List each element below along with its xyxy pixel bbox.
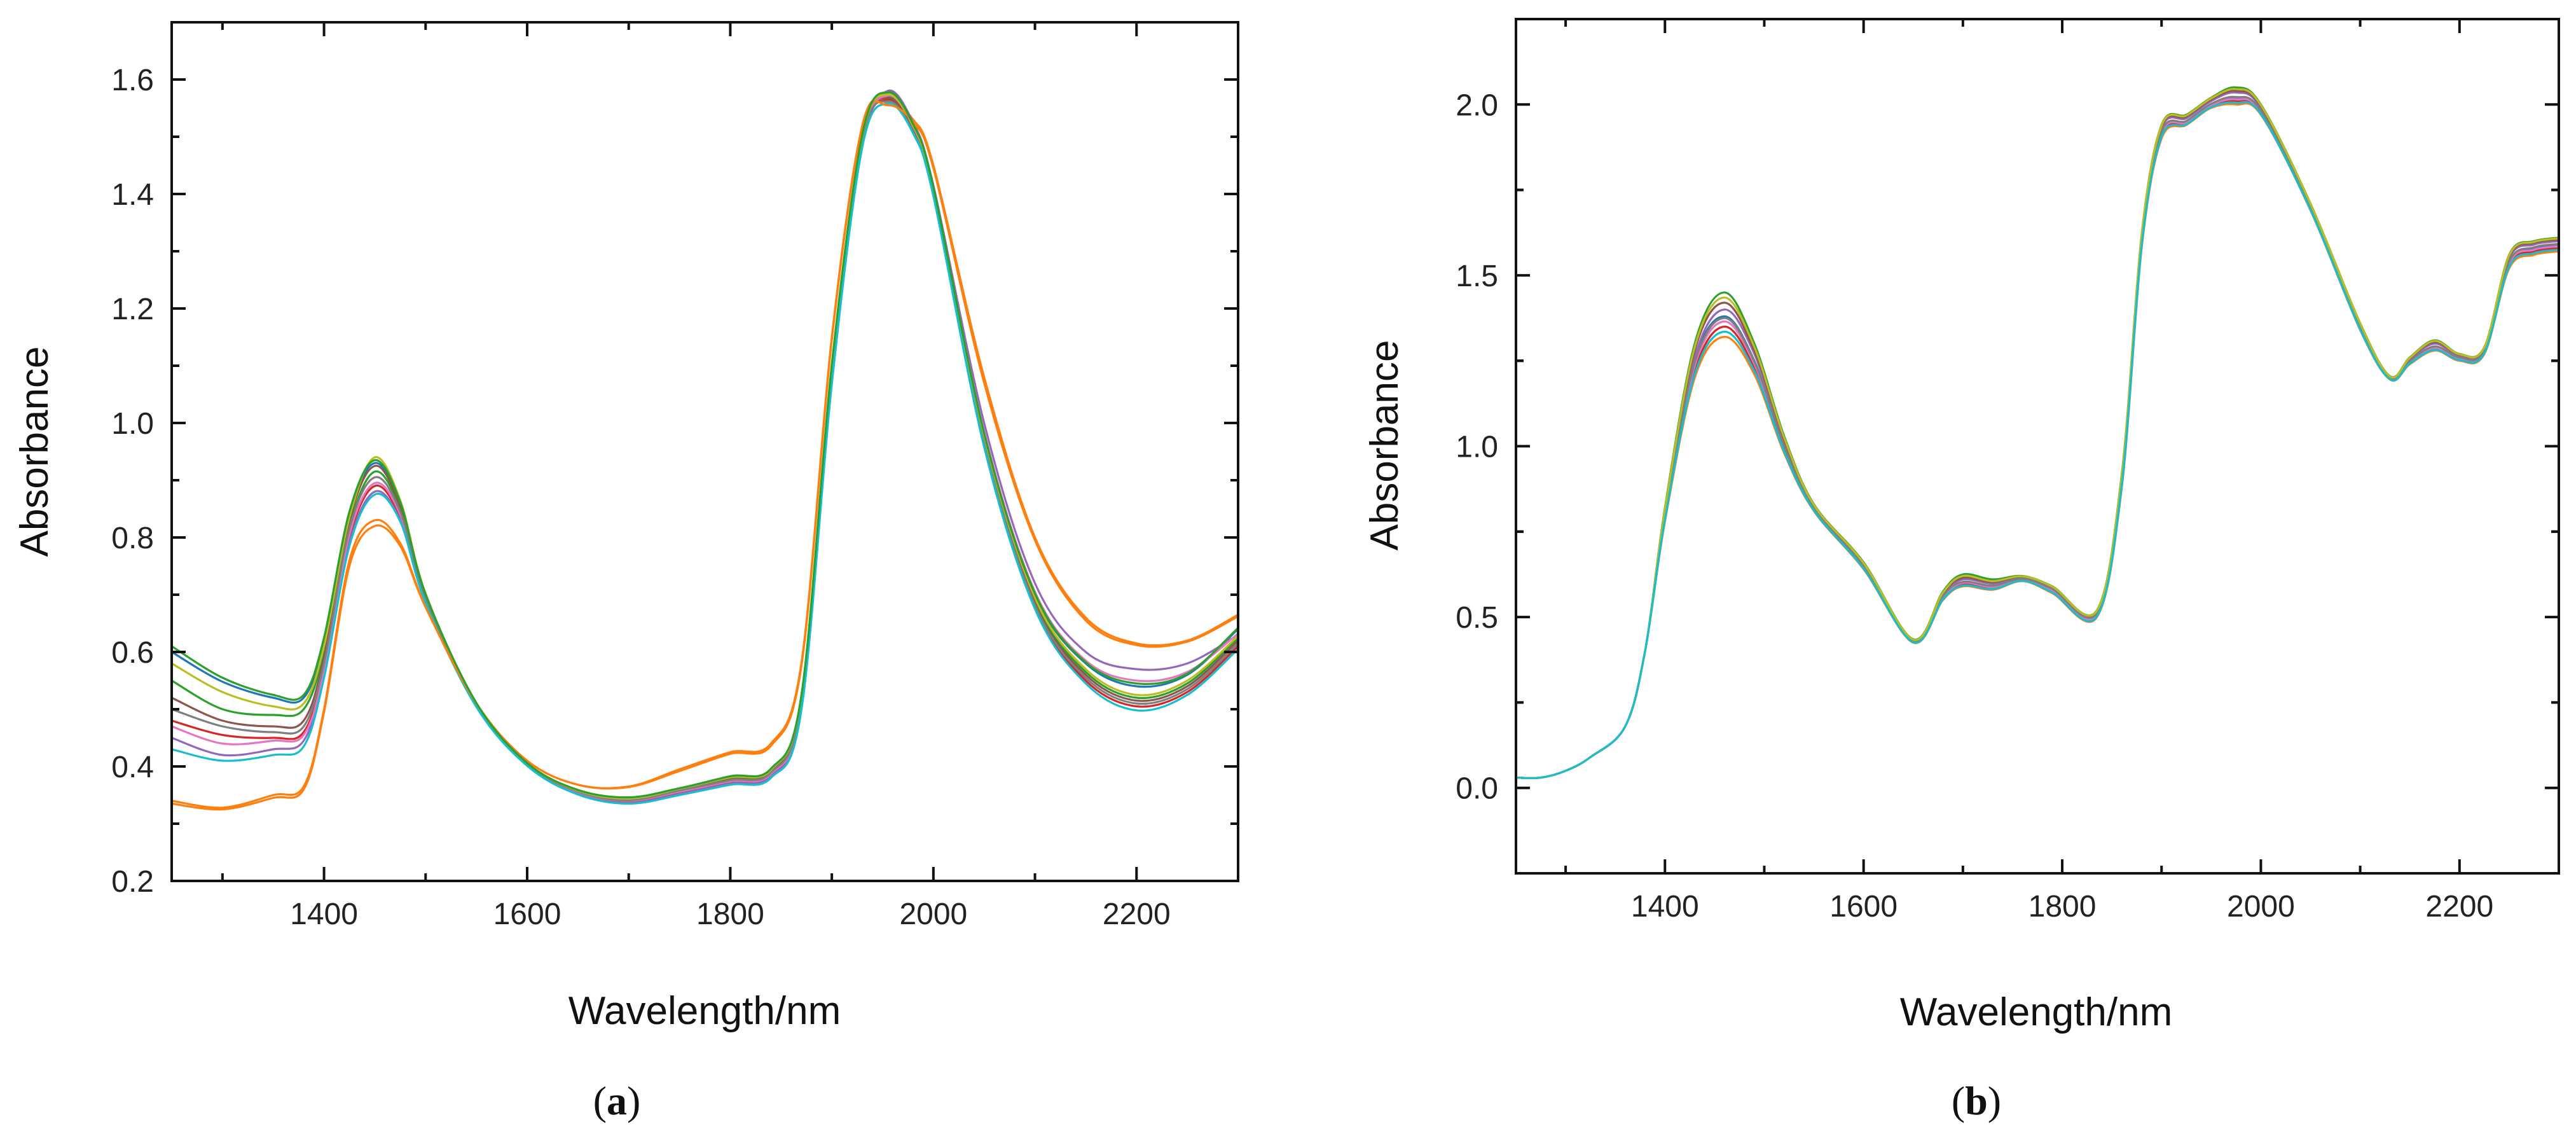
panel-b-x-tick-label: 1400: [1631, 890, 1699, 924]
panel-b-x-tick-label: 2000: [2227, 890, 2295, 924]
panel-b-ticks: 1400 1600 1800 2000 2200 0.0 0.5 1.0 1.5 2.0: [1456, 19, 2559, 924]
panel-a-ticks: 1400 1600 1800 2000 2200 0.2 0.4 0.6 0.8 1.0 1.2 1.…: [111, 22, 1238, 931]
panel-a-series-2: [172, 98, 1238, 809]
panel-a-y-tick-label: 1.4: [111, 178, 154, 212]
panel-a-series-group: [172, 89, 1238, 811]
panel-a-series-4: [172, 98, 1238, 803]
panel-b-series-3: [1516, 86, 2559, 779]
panel-b-x-tick-label: 1800: [2028, 890, 2097, 924]
panel-b-x-axis-title: Wavelength/nm: [1900, 990, 2172, 1034]
panel-b-y-tick-label: 0.0: [1456, 772, 1498, 806]
panel-b-y-tick-label: 0.5: [1456, 601, 1498, 635]
panel-b-chart: 1400 1600 1800 2000 2200 0.0 0.5 1.0 1.5 2.0 Wave…: [1363, 18, 2560, 1123]
panel-a-x-tick-label: 1400: [290, 897, 358, 931]
panel-a-series-10: [172, 102, 1238, 805]
panel-a-x-axis-title: Wavelength/nm: [568, 989, 841, 1033]
panel-b-y-tick-label: 1.5: [1456, 260, 1498, 293]
panel-a-series-7: [172, 94, 1238, 802]
panel-a-y-tick-label: 0.4: [111, 751, 154, 784]
panel-b-series-group: [1516, 86, 2559, 779]
panel-b-series-7: [1516, 98, 2559, 779]
panel-a-y-tick-label: 1.0: [111, 407, 154, 441]
panel-a-series-1: [172, 92, 1238, 800]
panel-a-series-12: [172, 91, 1238, 799]
panel-a-y-tick-label: 0.2: [111, 865, 154, 899]
panel-a-x-tick-label: 2000: [899, 897, 967, 931]
panel-a-series-5: [172, 89, 1238, 805]
panel-a-y-axis-title: Absorbance: [13, 347, 57, 557]
panel-b-series-4: [1516, 99, 2559, 779]
panel-b-series-1: [1516, 96, 2559, 779]
panel-b-y-tick-label: 1.0: [1456, 431, 1498, 464]
panel-a-chart: 1400 1600 1800 2000 2200 0.2 0.4 0.6 0.8 1.0 1.2 1.…: [13, 21, 1239, 1123]
panel-a-y-tick-label: 0.6: [111, 636, 154, 670]
panel-a-x-tick-label: 2200: [1103, 897, 1171, 931]
panel-b-x-tick-label: 1600: [1829, 890, 1898, 924]
panel-b-caption: (b): [1952, 1078, 2001, 1123]
panel-b-series-5: [1516, 91, 2559, 779]
panel-b-caption-letter: b: [1965, 1078, 1988, 1123]
panel-b-series-10: [1516, 101, 2559, 779]
panel-a-x-tick-label: 1600: [493, 897, 561, 931]
panel-b-series-6: [1516, 89, 2559, 779]
panel-a-plot-frame: [170, 21, 1239, 882]
panel-a-series-3: [172, 95, 1238, 801]
panel-a-series-9: [172, 93, 1238, 800]
panel-b-series-2: [1516, 102, 2559, 779]
panel-a-y-tick-label: 0.8: [111, 522, 154, 555]
panel-a-y-tick-label: 1.2: [111, 293, 154, 326]
panel-a-x-tick-label: 1800: [696, 897, 764, 931]
panel-a-caption-letter: a: [607, 1078, 627, 1123]
panel-b-y-axis-title: Absorbance: [1363, 340, 1407, 551]
panel-a-caption: (a): [593, 1078, 641, 1123]
panel-b-series-9: [1516, 88, 2559, 779]
panel-b-series-8: [1516, 95, 2559, 779]
panel-a-series-11: [172, 100, 1238, 811]
panel-a-y-tick-label: 1.6: [111, 64, 154, 97]
panel-b-plot-frame: [1515, 18, 2560, 875]
panel-a-series-8: [172, 100, 1238, 801]
panel-b-x-tick-label: 2200: [2425, 890, 2493, 924]
panel-a-series-6: [172, 97, 1238, 800]
panel-b-y-tick-label: 2.0: [1456, 88, 1498, 122]
